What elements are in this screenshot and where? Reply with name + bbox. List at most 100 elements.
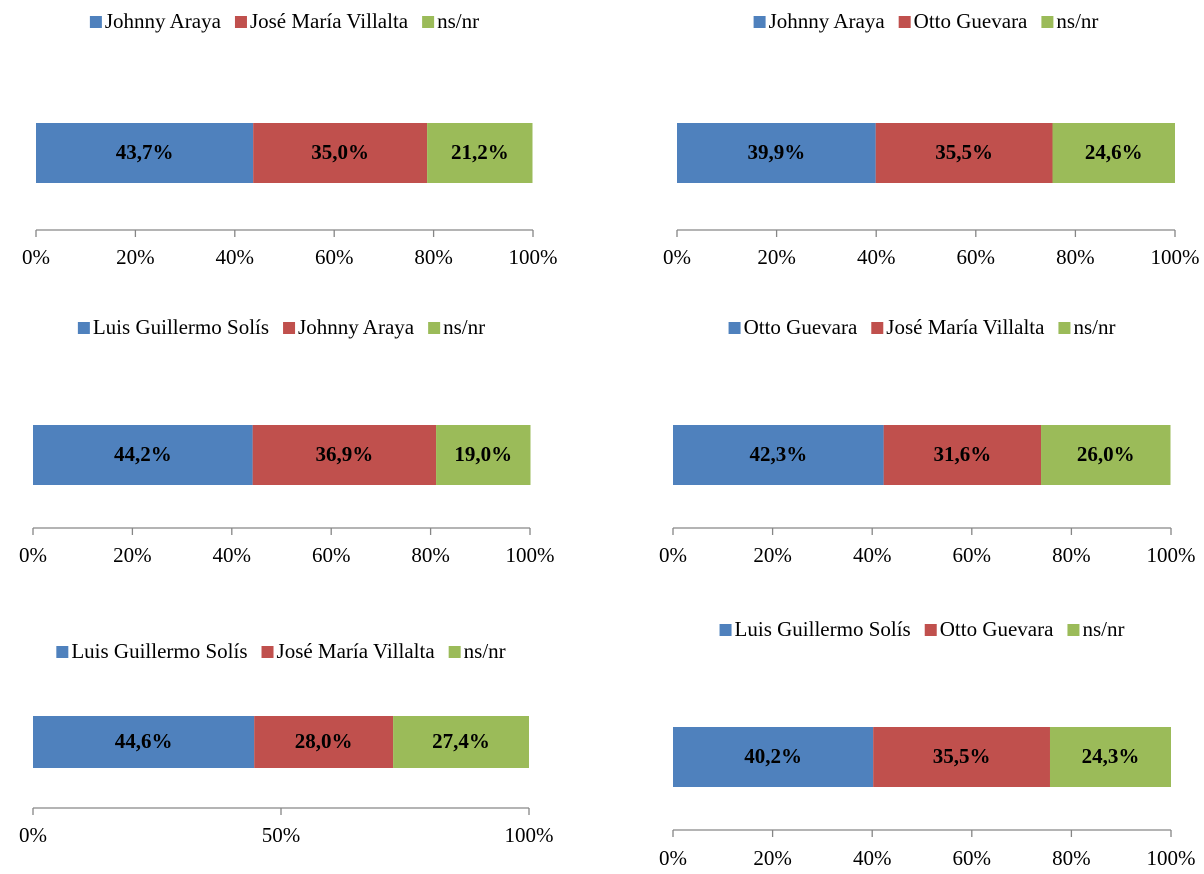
value-label: 21,2% <box>451 140 509 164</box>
x-tick-label: 80% <box>411 543 450 567</box>
legend-swatch <box>924 624 937 636</box>
legend-swatch <box>1058 322 1071 334</box>
x-tick-label: 100% <box>1151 245 1200 269</box>
legend-label: ns/nr <box>464 639 506 663</box>
bar-segment <box>436 425 531 485</box>
legend-label: ns/nr <box>443 315 485 339</box>
legend-swatch <box>283 322 296 334</box>
value-label: 36,9% <box>315 442 373 466</box>
legend-swatch <box>871 322 884 334</box>
legend-swatch <box>56 646 69 658</box>
legend-label: Johnny Araya <box>105 9 222 33</box>
bar-segment <box>427 123 533 183</box>
legend-label: ns/nr <box>437 9 479 33</box>
bar-segment <box>883 425 1042 485</box>
bar-segment <box>873 727 1050 787</box>
legend-label: Luis Guillermo Solís <box>93 315 269 339</box>
legend-label: José María Villalta <box>886 315 1045 339</box>
x-tick-label: 60% <box>953 846 992 870</box>
legend-label: José María Villalta <box>250 9 409 33</box>
legend-swatch <box>1067 624 1080 636</box>
x-tick-label: 0% <box>22 245 50 269</box>
x-tick-label: 100% <box>1147 543 1196 567</box>
x-tick-label: 0% <box>19 543 47 567</box>
bar-segment <box>253 123 428 183</box>
bar-segment <box>36 123 254 183</box>
value-label: 26,0% <box>1077 442 1135 466</box>
value-label: 42,3% <box>749 442 807 466</box>
value-label: 35,5% <box>935 140 993 164</box>
value-label: 19,0% <box>454 442 512 466</box>
value-label: 24,3% <box>1082 744 1140 768</box>
legend-swatch <box>428 322 441 334</box>
value-label: 43,7% <box>116 140 174 164</box>
bar-segment <box>252 425 437 485</box>
x-tick-label: 50% <box>262 823 301 847</box>
bar-segment <box>875 123 1053 183</box>
value-label: 27,4% <box>432 729 490 753</box>
x-tick-label: 40% <box>216 245 255 269</box>
x-tick-label: 80% <box>414 245 453 269</box>
x-tick-label: 60% <box>953 543 992 567</box>
bar-segment <box>673 425 884 485</box>
x-tick-label: 80% <box>1052 543 1091 567</box>
legend-label: Luis Guillermo Solís <box>71 639 247 663</box>
legend-label: Otto Guevara <box>914 9 1028 33</box>
x-tick-label: 60% <box>312 543 351 567</box>
legend-label: Johnny Araya <box>298 315 415 339</box>
x-tick-label: 100% <box>1147 846 1196 870</box>
bar-segment <box>1041 425 1171 485</box>
x-tick-label: 20% <box>753 543 792 567</box>
x-tick-label: 0% <box>659 543 687 567</box>
x-tick-label: 40% <box>853 846 892 870</box>
x-tick-label: 20% <box>753 846 792 870</box>
legend-swatch <box>728 322 741 334</box>
bar-segment <box>393 716 529 768</box>
x-tick-label: 40% <box>213 543 252 567</box>
x-tick-label: 0% <box>19 823 47 847</box>
x-tick-label: 80% <box>1052 846 1091 870</box>
legend-label: ns/nr <box>1082 617 1124 641</box>
x-tick-label: 60% <box>957 245 996 269</box>
bar-segment <box>33 716 255 768</box>
legend-swatch <box>898 16 911 28</box>
x-tick-label: 0% <box>663 245 691 269</box>
legend-label: Luis Guillermo Solís <box>735 617 911 641</box>
x-tick-label: 100% <box>505 823 554 847</box>
x-tick-label: 80% <box>1056 245 1095 269</box>
x-tick-label: 60% <box>315 245 354 269</box>
legend-swatch <box>234 16 247 28</box>
x-tick-label: 100% <box>509 245 558 269</box>
bar-segment <box>673 727 874 787</box>
value-label: 35,5% <box>933 744 991 768</box>
legend-swatch <box>261 646 274 658</box>
bar-segment <box>1052 123 1175 183</box>
legend-swatch <box>1041 16 1054 28</box>
x-tick-label: 40% <box>853 543 892 567</box>
value-label: 31,6% <box>933 442 991 466</box>
legend-label: Otto Guevara <box>940 617 1054 641</box>
legend-swatch <box>448 646 461 658</box>
bar-segment <box>677 123 876 183</box>
x-tick-label: 0% <box>659 846 687 870</box>
legend-swatch <box>719 624 732 636</box>
legend-label: Johnny Araya <box>769 9 886 33</box>
value-label: 44,2% <box>114 442 172 466</box>
legend-swatch <box>753 16 766 28</box>
x-tick-label: 20% <box>113 543 152 567</box>
legend-label: ns/nr <box>1073 315 1115 339</box>
legend-swatch <box>422 16 435 28</box>
value-label: 40,2% <box>744 744 802 768</box>
legend-label: ns/nr <box>1056 9 1098 33</box>
bar-segment <box>1049 727 1171 787</box>
value-label: 24,6% <box>1085 140 1143 164</box>
bar-segment <box>254 716 394 768</box>
value-label: 35,0% <box>311 140 369 164</box>
x-tick-label: 20% <box>757 245 796 269</box>
value-label: 28,0% <box>295 729 353 753</box>
legend-swatch <box>89 16 102 28</box>
value-label: 39,9% <box>747 140 805 164</box>
legend-swatch <box>77 322 90 334</box>
